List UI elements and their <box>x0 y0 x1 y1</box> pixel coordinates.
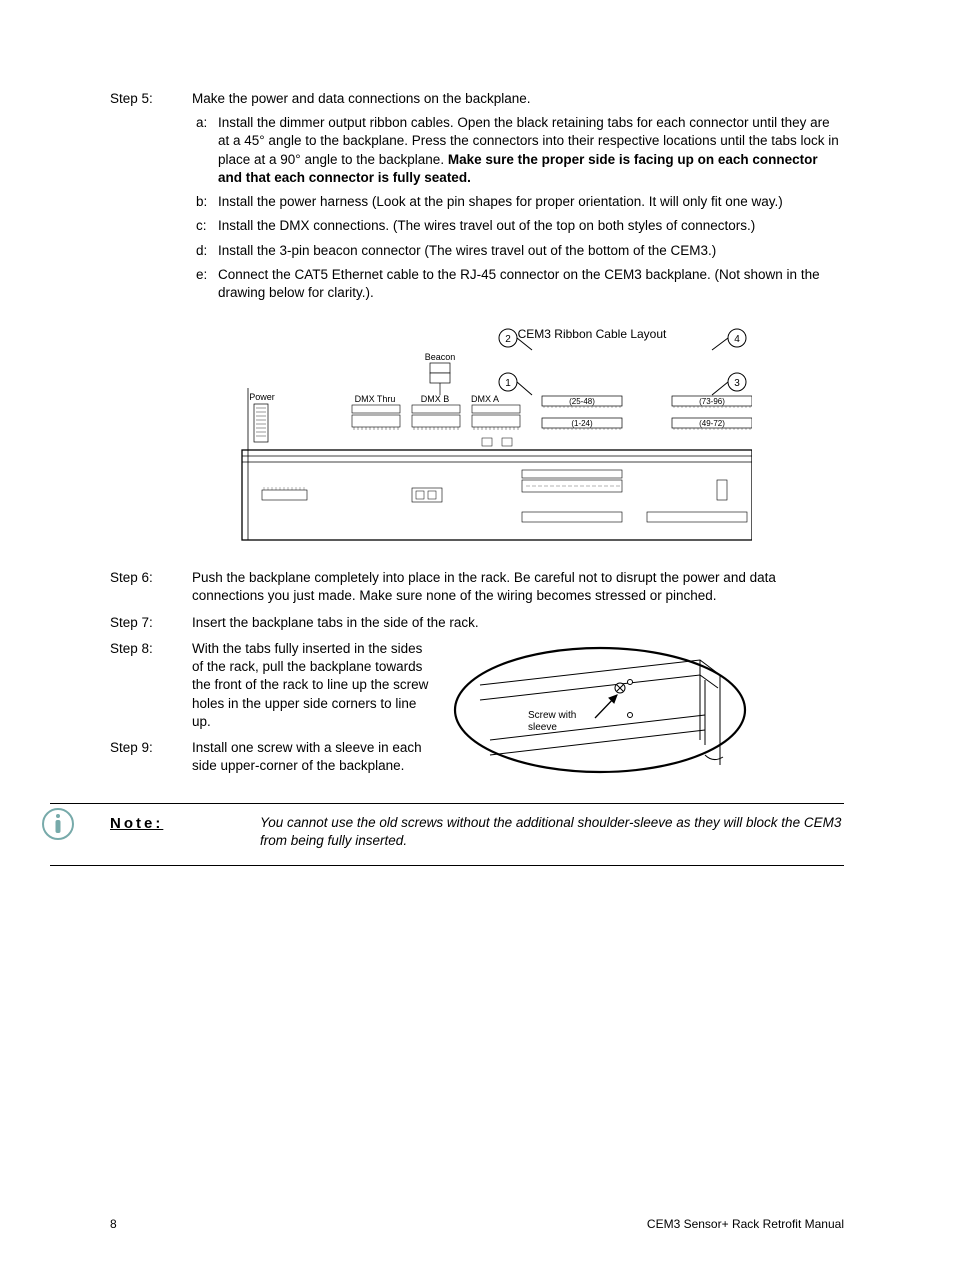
footer-title: CEM3 Sensor+ Rack Retrofit Manual <box>647 1216 844 1232</box>
step-7-body: Insert the backplane tabs in the side of… <box>192 614 844 632</box>
backplane-diagram: CEM3 Ribbon Cable Layout 2 4 1 3 Beacon … <box>192 320 844 555</box>
step-5b: b: Install the power harness (Look at th… <box>192 193 844 211</box>
step-5-text: Make the power and data connections on t… <box>192 90 844 108</box>
step-5e-label: e: <box>192 266 218 302</box>
step-7: Step 7: Insert the backplane tabs in the… <box>110 614 844 632</box>
step-8: Step 8: With the tabs fully inserted in … <box>110 640 430 731</box>
svg-text:(25-48): (25-48) <box>569 397 595 406</box>
page-number: 8 <box>110 1216 117 1232</box>
step-6: Step 6: Push the backplane completely in… <box>110 569 844 605</box>
page-footer: 8 CEM3 Sensor+ Rack Retrofit Manual <box>110 1216 844 1232</box>
step-6-body: Push the backplane completely into place… <box>192 569 844 605</box>
step-8-9-block: Step 8: With the tabs fully inserted in … <box>110 640 844 785</box>
note-block: Note: You cannot use the old screws with… <box>50 803 844 865</box>
svg-text:(1-24): (1-24) <box>571 419 593 428</box>
info-icon <box>40 806 76 847</box>
step-5d: d: Install the 3-pin beacon connector (T… <box>192 242 844 260</box>
step-5e-body: Connect the CAT5 Ethernet cable to the R… <box>218 266 844 302</box>
step-5d-label: d: <box>192 242 218 260</box>
svg-text:1: 1 <box>505 378 511 389</box>
svg-text:4: 4 <box>734 334 740 345</box>
step-5b-body: Install the power harness (Look at the p… <box>218 193 844 211</box>
svg-text:DMX Thru: DMX Thru <box>355 394 396 404</box>
svg-text:DMX B: DMX B <box>421 394 450 404</box>
svg-text:Beacon: Beacon <box>425 352 456 362</box>
step-5b-label: b: <box>192 193 218 211</box>
svg-text:(73-96): (73-96) <box>699 397 725 406</box>
step-5c: c: Install the DMX connections. (The wir… <box>192 217 844 235</box>
svg-text:DMX A: DMX A <box>471 394 499 404</box>
step-6-label: Step 6: <box>110 569 192 605</box>
svg-text:CEM3 Ribbon Cable Layout: CEM3 Ribbon Cable Layout <box>518 327 667 341</box>
svg-text:2: 2 <box>505 334 511 345</box>
screw-diagram: Screw withsleeve <box>430 640 844 785</box>
step-5-body: Make the power and data connections on t… <box>192 90 844 306</box>
step-5c-body: Install the DMX connections. (The wires … <box>218 217 844 235</box>
step-5e: e: Connect the CAT5 Ethernet cable to th… <box>192 266 844 302</box>
step-8-label: Step 8: <box>110 640 192 731</box>
svg-text:(49-72): (49-72) <box>699 419 725 428</box>
svg-text:Power: Power <box>249 392 275 402</box>
step-5c-label: c: <box>192 217 218 235</box>
note-label: Note: <box>110 814 230 834</box>
step-5a-label: a: <box>192 114 218 187</box>
step-7-label: Step 7: <box>110 614 192 632</box>
step-9: Step 9: Install one screw with a sleeve … <box>110 739 430 775</box>
step-5d-body: Install the 3-pin beacon connector (The … <box>218 242 844 260</box>
step-5: Step 5: Make the power and data connecti… <box>110 90 844 306</box>
step-5a-body: Install the dimmer output ribbon cables.… <box>218 114 844 187</box>
step-8-body: With the tabs fully inserted in the side… <box>192 640 430 731</box>
step-5a: a: Install the dimmer output ribbon cabl… <box>192 114 844 187</box>
note-text: You cannot use the old screws without th… <box>230 814 844 850</box>
step-9-label: Step 9: <box>110 739 192 775</box>
step-5-label: Step 5: <box>110 90 192 306</box>
step-9-body: Install one screw with a sleeve in each … <box>192 739 430 775</box>
svg-text:3: 3 <box>734 378 740 389</box>
